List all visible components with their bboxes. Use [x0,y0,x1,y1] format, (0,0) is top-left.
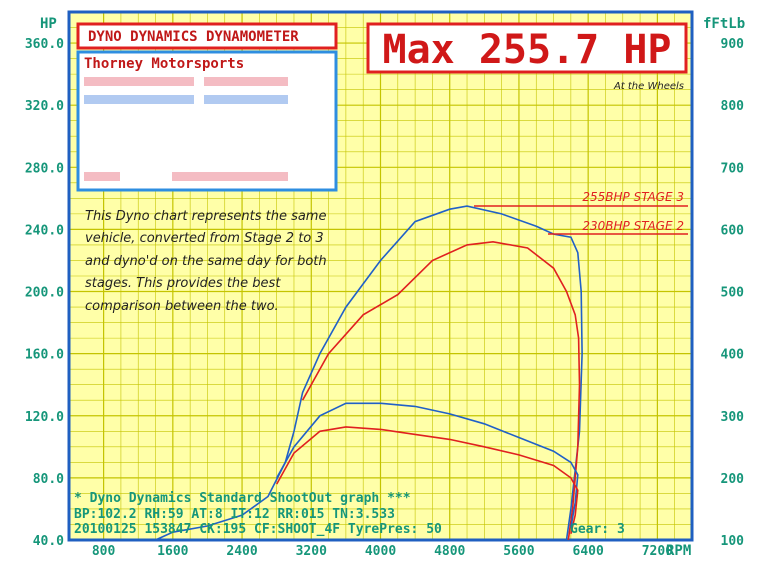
series-line-power-2 [301,240,581,541]
y-right-tick-label: 100 [721,534,745,549]
footer-gear: Gear: 3 [570,522,625,537]
x-tick-label: 4000 [365,544,396,559]
y-left-tick-label: 40.0 [33,534,64,549]
footer-line-2: BP:102.2 RH:59 AT:8 IT:12 RR:015 TN:3.53… [74,507,395,522]
brand-title: DYNO DYNAMICS DYNAMOMETER [88,29,299,45]
series-lines [155,205,583,541]
y-right-tick-label: 400 [721,348,745,363]
series-line-torque-4 [276,426,579,534]
x-tick-label: 3200 [296,544,327,559]
y-right-tick-label: 200 [721,472,745,487]
y-right-tick-label: 900 [721,37,745,52]
y-left-tick-labels: 40.0 80.0 120.0 160.0 200.0 240.0 280.0 320.0 36… [25,37,64,549]
y-left-tick-label: 80.0 [33,472,64,487]
y-left-axis-label: HP [40,16,57,32]
x-tick-label: 800 [92,544,116,559]
x-tick-label: 6400 [573,544,604,559]
x-tick-label: 5600 [503,544,534,559]
x-tick-label: 2400 [226,544,257,559]
redacted-info [84,77,288,181]
annotation-line-4: stages. This provides the best [85,276,281,291]
max-hp-box [366,22,688,74]
shop-info-box [76,50,338,192]
y-left-tick-label: 320.0 [25,99,64,114]
stage3-legend-label: 255BHP STAGE 3 [582,190,684,204]
y-right-tick-label: 700 [721,161,745,176]
footer-text: * Dyno Dynamics Standard ShootOut graph … [74,491,625,537]
series-line-torque-3 [276,402,579,528]
y-right-tick-label: 500 [721,286,745,301]
y-left-tick-label: 200.0 [25,286,64,301]
y-left-tick-label: 120.0 [25,410,64,425]
y-left-tick-label: 280.0 [25,161,64,176]
x-axis-label: RPM [666,543,691,559]
y-right-tick-label: 800 [721,99,745,114]
shop-name: Thorney Motorsports [84,56,244,72]
brand-title-box [76,22,338,50]
x-tick-labels: 800 1600 2400 3200 4000 4800 5600 6400 7200 [92,544,673,559]
annotation-line-5: comparison between the two. [85,299,279,314]
y-right-tick-label: 600 [721,223,745,238]
y-left-tick-label: 160.0 [25,348,64,363]
y-left-tick-label: 360.0 [25,37,64,52]
at-wheels-label: At the Wheels [613,81,684,92]
annotation-line-1: This Dyno chart represents the same [85,209,326,224]
x-tick-label: 1600 [157,544,188,559]
y-right-tick-labels: 100 200 300 400 500 600 700 800 900 [721,37,745,549]
stage2-legend-label: 230BHP STAGE 2 [582,219,684,233]
y-right-tick-label: 300 [721,410,745,425]
x-tick-label: 4800 [434,544,465,559]
x-tick-label: 7200 [642,544,673,559]
footer-line-3: 20100125 153847 CK:195 CF:SHOOT_4F TyreP… [74,522,442,537]
annotation-line-2: vehicle, converted from Stage 2 to 3 [85,231,324,246]
y-right-axis-label: fFtLb [703,16,745,32]
annotation-text: This Dyno chart represents the same vehi… [85,209,327,314]
annotation-line-3: and dyno'd on the same day for both [85,254,327,269]
series-line-power-1 [155,205,583,541]
footer-line-1: * Dyno Dynamics Standard ShootOut graph … [74,491,411,506]
max-hp-label: Max 255.7 HP [383,27,672,73]
plot-frame [67,10,694,542]
y-left-tick-label: 240.0 [25,223,64,238]
